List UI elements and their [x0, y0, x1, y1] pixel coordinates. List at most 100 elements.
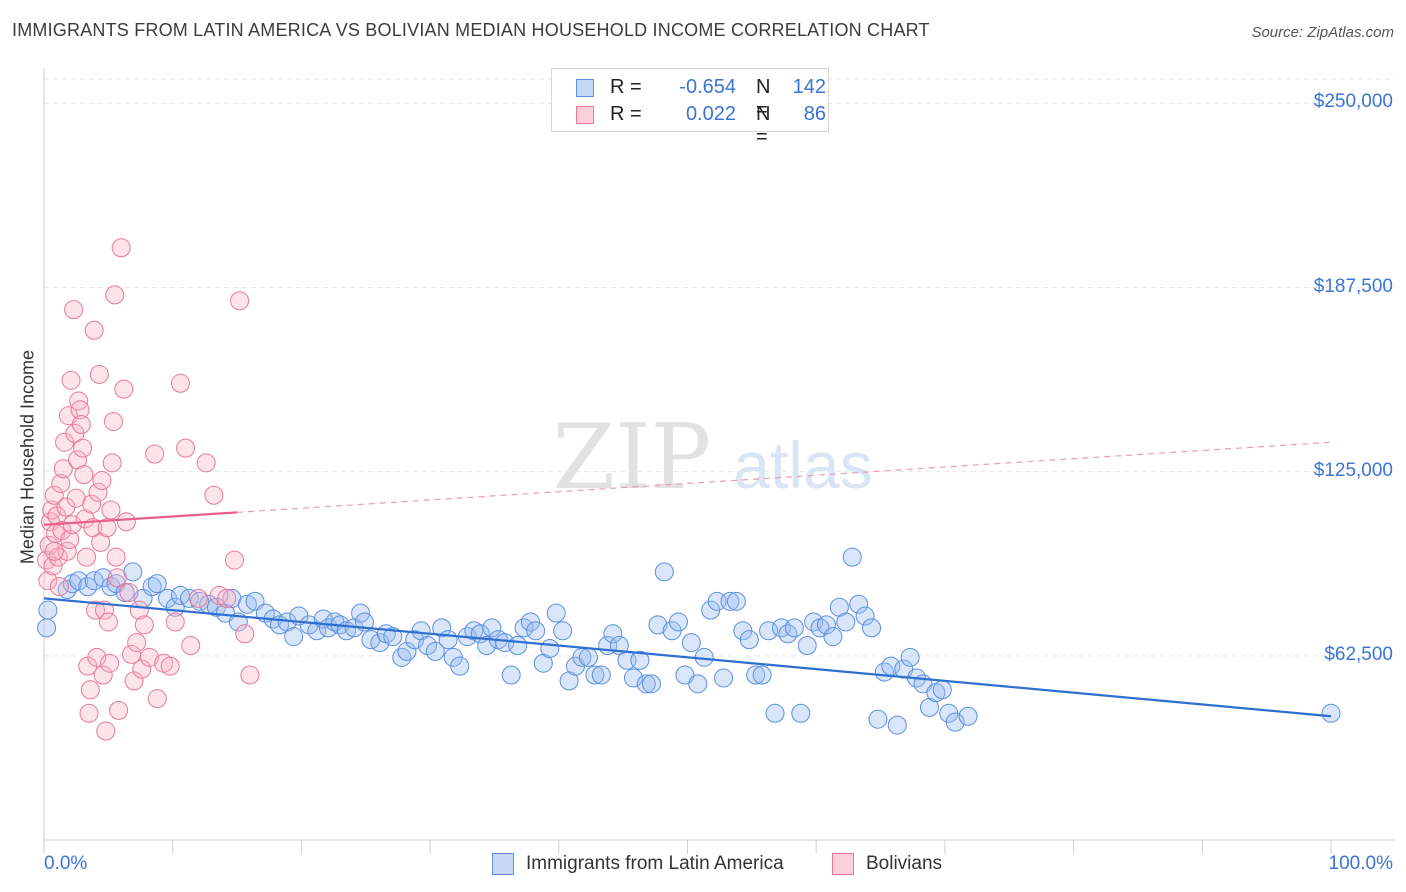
chart-title: IMMIGRANTS FROM LATIN AMERICA VS BOLIVIA… [12, 20, 930, 40]
point-immigrants [688, 674, 708, 694]
stats-swatch-pink [576, 106, 594, 124]
point-bolivians [176, 438, 196, 458]
point-immigrants [746, 665, 766, 685]
point-bolivians [127, 633, 147, 653]
point-bolivians [42, 500, 62, 520]
point-immigrants [726, 591, 746, 611]
stats-n-value: 86 [803, 103, 826, 125]
point-immigrants [855, 606, 875, 626]
point-bolivians [140, 647, 160, 667]
point-immigrants [585, 665, 605, 685]
point-immigrants [932, 680, 952, 700]
point-immigrants [37, 618, 57, 638]
point-immigrants [383, 627, 403, 647]
point-immigrants [759, 621, 779, 641]
point-immigrants [546, 603, 566, 623]
point-bolivians [101, 500, 121, 520]
point-immigrants [482, 618, 502, 638]
point-bolivians [111, 238, 131, 258]
gridlines [44, 78, 1395, 657]
point-immigrants [765, 703, 785, 723]
point-bolivians [38, 571, 58, 591]
point-immigrants [603, 624, 623, 644]
point-bolivians [217, 588, 237, 608]
point-bolivians [116, 512, 136, 532]
axes [43, 68, 1395, 854]
point-immigrants [823, 627, 843, 647]
point-immigrants [508, 636, 528, 656]
point-immigrants [425, 641, 445, 661]
point-bolivians [160, 656, 180, 676]
point-immigrants [862, 618, 882, 638]
point-bolivians [181, 636, 201, 656]
point-bolivians [76, 547, 96, 567]
point-immigrants [636, 674, 656, 694]
point-immigrants [797, 636, 817, 656]
point-bolivians [44, 485, 64, 505]
point-bolivians [107, 568, 127, 588]
watermark-zip: ZIP [553, 405, 712, 510]
point-immigrants [1321, 703, 1341, 723]
series-bolivians [37, 238, 260, 741]
point-bolivians [49, 577, 69, 597]
legend-label: Bolivians [866, 853, 943, 874]
x-tick-label-min: 0.0% [44, 853, 88, 874]
point-bolivians [98, 612, 118, 632]
point-immigrants [540, 638, 560, 658]
stats-r-value: -0.654 [679, 76, 736, 98]
point-bolivians [43, 556, 63, 576]
point-immigrants [654, 562, 674, 582]
point-immigrants [284, 627, 304, 647]
point-immigrants [438, 630, 458, 650]
point-immigrants [842, 547, 862, 567]
point-immigrants [450, 656, 470, 676]
point-immigrants [958, 706, 978, 726]
point-bolivians [134, 615, 154, 635]
point-immigrants [432, 618, 452, 638]
point-bolivians [61, 370, 81, 390]
point-bolivians [64, 300, 84, 320]
point-immigrants [299, 615, 319, 635]
point-immigrants [668, 612, 688, 632]
stats-n-label: N = [756, 103, 771, 148]
point-bolivians [209, 585, 229, 605]
point-immigrants [591, 665, 611, 685]
stats-r-label: R = [610, 76, 642, 98]
legend-swatch-pink [832, 853, 854, 875]
point-bolivians [165, 612, 185, 632]
point-bolivians [73, 438, 93, 458]
point-immigrants [237, 594, 257, 614]
point-bolivians [240, 665, 260, 685]
point-immigrants [578, 647, 598, 667]
point-bolivians [145, 444, 165, 464]
point-bolivians [230, 291, 250, 311]
point-immigrants [836, 612, 856, 632]
point-bolivians [79, 703, 99, 723]
point-immigrants [648, 615, 668, 635]
point-bolivians [74, 465, 94, 485]
point-immigrants [887, 715, 907, 735]
point-bolivians [62, 515, 82, 535]
point-bolivians [103, 412, 123, 432]
point-bolivians [88, 482, 108, 502]
point-immigrants [720, 591, 740, 611]
point-bolivians [114, 379, 134, 399]
point-bolivians [94, 600, 114, 620]
point-immigrants [641, 674, 661, 694]
point-immigrants [495, 633, 515, 653]
point-bolivians [235, 624, 255, 644]
point-bolivians [119, 582, 139, 602]
point-bolivians [53, 459, 73, 479]
y-axis-title: Median Household Income [17, 349, 38, 565]
point-bolivians [132, 659, 152, 679]
point-immigrants [739, 630, 759, 650]
point-bolivians [82, 494, 102, 514]
point-immigrants [849, 594, 869, 614]
point-bolivians [147, 689, 167, 709]
point-bolivians [106, 547, 126, 567]
point-bolivians [60, 529, 80, 549]
point-bolivians [48, 547, 68, 567]
stats-r-value: 0.022 [685, 103, 736, 125]
point-bolivians [84, 320, 104, 340]
trend-line-immigrants [43, 597, 1332, 718]
